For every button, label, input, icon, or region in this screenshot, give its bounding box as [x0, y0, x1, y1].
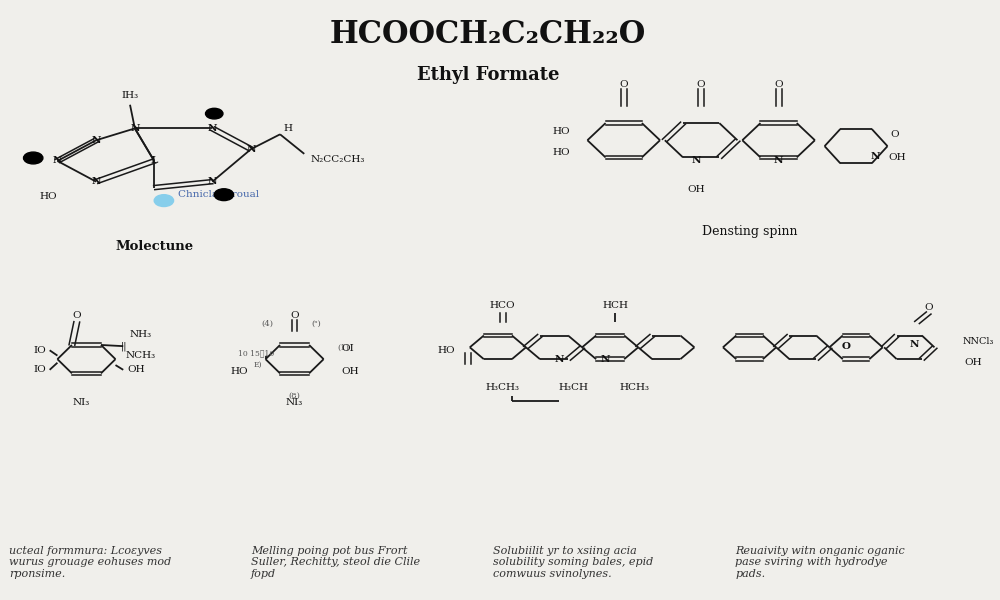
Circle shape	[206, 108, 223, 119]
Text: N: N	[909, 340, 919, 349]
Text: N: N	[208, 177, 217, 186]
Circle shape	[154, 194, 174, 206]
Text: N: N	[246, 145, 256, 154]
Text: NI₃: NI₃	[286, 398, 303, 407]
Text: HO: HO	[40, 192, 57, 201]
Text: (8): (8)	[289, 392, 301, 400]
Text: N: N	[91, 177, 101, 186]
Text: IO: IO	[33, 365, 46, 374]
Text: Chniclal Froual: Chniclal Froual	[178, 190, 260, 199]
Text: HO: HO	[230, 367, 248, 376]
Text: Ethyl Formate: Ethyl Formate	[417, 66, 559, 84]
Text: Melling poing pot bus Frort
Suller, Rechitty, steol die Clile
fopd: Melling poing pot bus Frort Suller, Rech…	[251, 545, 420, 579]
Text: O: O	[619, 80, 628, 89]
Text: Reuaivity witn onganic oganic
pase sviring with hydrodye
pads.: Reuaivity witn onganic oganic pase sviri…	[735, 545, 905, 579]
Text: HCH₃: HCH₃	[619, 383, 649, 392]
Text: N: N	[692, 156, 701, 165]
Text: (4): (4)	[261, 320, 273, 328]
Text: N₂CC₂CH₃: N₂CC₂CH₃	[311, 155, 365, 164]
Text: N: N	[91, 136, 101, 145]
Text: E): E)	[254, 361, 262, 369]
Circle shape	[24, 152, 43, 164]
Text: Densting spinn: Densting spinn	[702, 226, 797, 238]
Text: NI₃: NI₃	[73, 398, 90, 407]
Text: O: O	[290, 311, 299, 320]
Text: N: N	[53, 157, 62, 166]
Text: OH: OH	[127, 365, 145, 374]
Text: N: N	[554, 355, 564, 364]
Text: (1): (1)	[337, 343, 349, 352]
Text: H₃CH₃: H₃CH₃	[486, 383, 520, 392]
Text: ||: ||	[120, 341, 127, 351]
Text: N: N	[208, 124, 217, 133]
Text: O: O	[697, 80, 705, 89]
Text: OH: OH	[964, 358, 982, 367]
Text: HO: HO	[438, 346, 455, 355]
Text: N: N	[774, 156, 783, 165]
Text: N: N	[871, 152, 880, 161]
Text: HCOOCH₂C₂CH₂₂O: HCOOCH₂C₂CH₂₂O	[330, 19, 646, 50]
Text: H₃CH: H₃CH	[558, 383, 588, 392]
Text: OH: OH	[341, 367, 359, 376]
Circle shape	[214, 189, 234, 200]
Text: Molectune: Molectune	[115, 240, 193, 253]
Text: L: L	[151, 157, 158, 166]
Text: ucteal formmura: Lcoεyves
wurus grouage eohuses mod
rponsime.: ucteal formmura: Lcoεyves wurus grouage …	[9, 545, 171, 579]
Text: NNCl₃: NNCl₃	[963, 337, 994, 346]
Text: Solubiilit yr to xsiing acia
solubility soming bales, epid
comwuus svinolynes.: Solubiilit yr to xsiing acia solubility …	[493, 545, 653, 579]
Text: N: N	[601, 355, 610, 364]
Text: O: O	[774, 80, 783, 89]
Text: O: O	[842, 341, 851, 350]
Text: HCO: HCO	[490, 301, 516, 310]
Text: NCH₃: NCH₃	[125, 351, 155, 360]
Text: HO: HO	[552, 127, 570, 136]
Text: NH₃: NH₃	[130, 330, 152, 339]
Text: HCH: HCH	[602, 301, 628, 310]
Text: (ᵊ): (ᵊ)	[311, 320, 321, 328]
Text: IH₃: IH₃	[121, 91, 139, 100]
Text: N: N	[130, 124, 140, 133]
Text: O: O	[72, 311, 81, 320]
Text: O: O	[890, 130, 899, 139]
Text: OH: OH	[888, 154, 906, 163]
Text: OH: OH	[688, 185, 705, 194]
Text: OI: OI	[341, 344, 354, 353]
Text: HO: HO	[552, 148, 570, 157]
Text: 10 15ℒ10: 10 15ℒ10	[238, 349, 275, 357]
Text: IO: IO	[33, 346, 46, 355]
Text: O: O	[924, 302, 933, 311]
Text: H: H	[283, 124, 292, 133]
